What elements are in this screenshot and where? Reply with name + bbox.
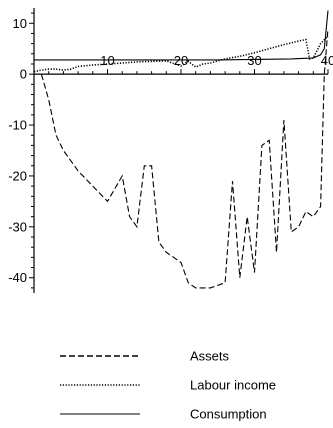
series-line-consumption xyxy=(34,10,329,61)
y-tick-label: -10 xyxy=(8,118,27,133)
legend-label-labour-income: Labour income xyxy=(190,378,276,393)
y-tick-label: 10 xyxy=(13,16,27,31)
y-tick-label: -20 xyxy=(8,168,27,183)
legend-label-assets: Assets xyxy=(190,349,230,364)
y-tick-label: -40 xyxy=(8,270,27,285)
x-tick-label: 20 xyxy=(174,53,188,68)
y-tick-label: -30 xyxy=(8,219,27,234)
y-tick-label: 0 xyxy=(20,67,27,82)
x-tick-label: 10 xyxy=(100,53,114,68)
x-tick-label: 40 xyxy=(321,53,333,68)
axes: 10 0 -10 -20 -30 -40 10 20 30 40 xyxy=(8,8,333,293)
legend: Assets Labour income Consumption xyxy=(60,349,276,422)
x-tick-label: 30 xyxy=(247,53,261,68)
series-line-assets xyxy=(40,28,329,289)
legend-label-consumption: Consumption xyxy=(190,407,267,422)
series-line-labour-income xyxy=(33,35,329,73)
series-layer xyxy=(33,10,329,289)
